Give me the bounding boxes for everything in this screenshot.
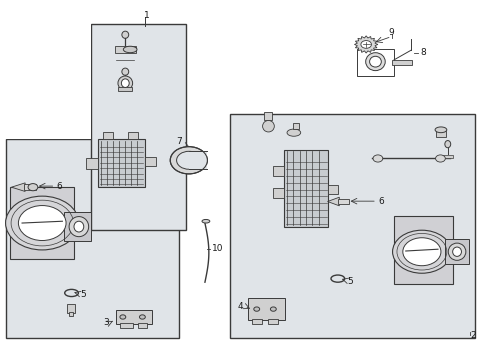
Circle shape xyxy=(176,151,201,169)
Text: 7: 7 xyxy=(176,137,182,146)
Bar xyxy=(91,24,186,230)
Circle shape xyxy=(5,196,79,250)
Ellipse shape xyxy=(453,247,462,256)
Bar xyxy=(248,298,285,320)
Circle shape xyxy=(392,230,451,273)
Ellipse shape xyxy=(123,46,137,53)
Text: 3: 3 xyxy=(103,318,109,327)
Ellipse shape xyxy=(436,155,445,162)
Bar xyxy=(64,212,91,241)
Ellipse shape xyxy=(118,76,133,90)
Bar xyxy=(86,158,98,169)
Bar xyxy=(442,155,453,158)
Bar xyxy=(116,310,152,324)
Bar xyxy=(357,49,394,76)
Bar xyxy=(269,319,278,324)
Bar xyxy=(98,139,145,187)
Bar xyxy=(264,112,272,120)
Bar xyxy=(338,199,349,204)
Ellipse shape xyxy=(448,243,466,260)
Bar xyxy=(293,123,299,129)
Ellipse shape xyxy=(69,217,89,237)
Text: 6: 6 xyxy=(56,181,62,190)
Ellipse shape xyxy=(369,56,381,67)
Ellipse shape xyxy=(287,129,301,136)
Ellipse shape xyxy=(202,220,210,223)
Bar xyxy=(5,139,179,338)
Circle shape xyxy=(19,206,66,240)
Ellipse shape xyxy=(122,68,129,75)
Text: 4: 4 xyxy=(238,302,244,311)
Ellipse shape xyxy=(74,221,84,232)
Text: 10: 10 xyxy=(212,244,223,253)
Bar xyxy=(103,132,113,139)
Bar xyxy=(273,188,284,198)
Bar xyxy=(392,60,412,65)
Bar xyxy=(5,22,91,139)
Ellipse shape xyxy=(263,121,274,132)
Bar xyxy=(284,149,328,226)
Ellipse shape xyxy=(140,315,146,319)
Circle shape xyxy=(170,147,207,174)
Bar xyxy=(128,132,138,139)
Bar xyxy=(138,323,147,328)
Bar xyxy=(328,185,338,194)
Bar xyxy=(436,131,446,137)
Ellipse shape xyxy=(122,79,129,87)
Bar xyxy=(252,319,262,324)
Text: 5: 5 xyxy=(80,289,86,298)
Ellipse shape xyxy=(122,31,129,39)
Ellipse shape xyxy=(254,307,260,311)
Ellipse shape xyxy=(435,127,447,133)
Circle shape xyxy=(361,41,371,48)
Text: 5: 5 xyxy=(347,276,353,285)
Text: 8: 8 xyxy=(420,48,426,57)
Bar xyxy=(119,87,132,91)
Bar xyxy=(24,184,36,190)
Bar xyxy=(394,216,453,284)
Ellipse shape xyxy=(445,140,451,148)
Polygon shape xyxy=(11,183,25,192)
Text: 6: 6 xyxy=(378,197,384,206)
Polygon shape xyxy=(354,36,378,53)
Bar xyxy=(273,166,284,176)
Text: 9: 9 xyxy=(389,28,394,37)
Bar xyxy=(121,323,133,328)
Ellipse shape xyxy=(270,307,276,311)
Bar xyxy=(69,312,74,316)
Text: 1: 1 xyxy=(145,10,150,19)
Polygon shape xyxy=(328,197,339,206)
Ellipse shape xyxy=(373,155,383,162)
Ellipse shape xyxy=(366,53,385,71)
Bar xyxy=(115,46,136,53)
Text: 2: 2 xyxy=(471,332,476,341)
Bar xyxy=(67,304,75,313)
Bar xyxy=(189,151,207,169)
Bar xyxy=(10,187,74,259)
Bar xyxy=(145,157,156,166)
Bar xyxy=(230,114,475,338)
Ellipse shape xyxy=(120,315,126,319)
Bar xyxy=(445,239,469,264)
Circle shape xyxy=(403,238,441,266)
Ellipse shape xyxy=(28,184,38,191)
